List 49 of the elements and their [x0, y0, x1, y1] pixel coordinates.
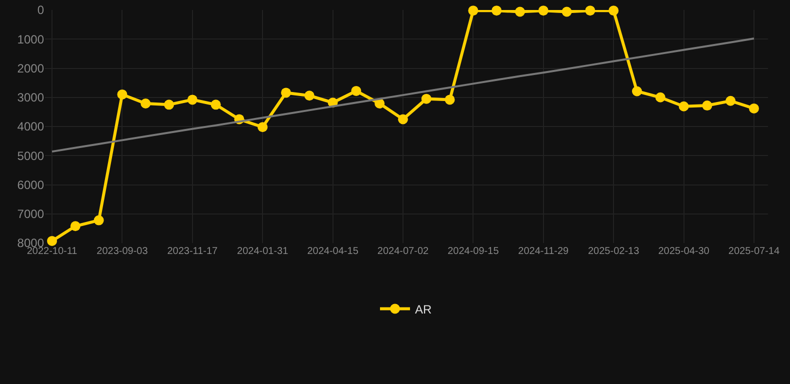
point [421, 94, 432, 104]
y-tick-label: 6000 [17, 178, 44, 192]
point [304, 90, 314, 101]
y-tick-label: 4000 [17, 120, 44, 134]
point [398, 114, 408, 124]
y-tick-label: 3000 [17, 90, 44, 105]
x-tick-label: 2024-09-15 [448, 246, 500, 257]
y-tick-label: 2000 [17, 61, 44, 76]
y-tick-label: 5000 [17, 148, 44, 163]
x-tick-label: 2025-04-30 [658, 246, 710, 257]
point [351, 86, 362, 96]
point [140, 98, 151, 108]
point [94, 215, 104, 226]
x-tick-label: 2024-11-29 [518, 246, 570, 257]
x-tick-label: 2024-01-31 [237, 246, 289, 257]
point [187, 94, 198, 105]
x-tick-label: 2024-04-15 [307, 246, 359, 257]
legend-label: AR [415, 302, 432, 316]
point [468, 6, 478, 16]
x-tick-label: 2024-07-02 [377, 246, 430, 257]
point [47, 236, 58, 246]
point [210, 100, 221, 110]
point [492, 6, 502, 16]
point [538, 6, 548, 16]
point [655, 92, 666, 102]
point [678, 101, 689, 112]
point [374, 98, 385, 108]
point [726, 96, 736, 106]
y-tick-label: 0 [37, 3, 44, 18]
x-tick-label: 2023-11-17 [167, 246, 218, 257]
point [608, 6, 619, 16]
point [632, 86, 642, 96]
point [117, 89, 128, 100]
point [281, 88, 291, 98]
point [70, 221, 80, 232]
point [748, 103, 759, 114]
x-tick-label: 2025-02-13 [588, 246, 640, 257]
line-series [51, 38, 755, 153]
y-tick-label: 7000 [17, 207, 44, 222]
y-tick-label: 1000 [17, 32, 44, 46]
x-tick-label: 2023-09-03 [96, 246, 148, 257]
point [164, 100, 174, 110]
point [702, 100, 712, 111]
x-tick-label: 2025-07-14 [728, 246, 780, 257]
point [514, 6, 525, 17]
point [562, 6, 572, 17]
point [258, 122, 268, 132]
point [444, 94, 455, 105]
point [585, 6, 596, 16]
